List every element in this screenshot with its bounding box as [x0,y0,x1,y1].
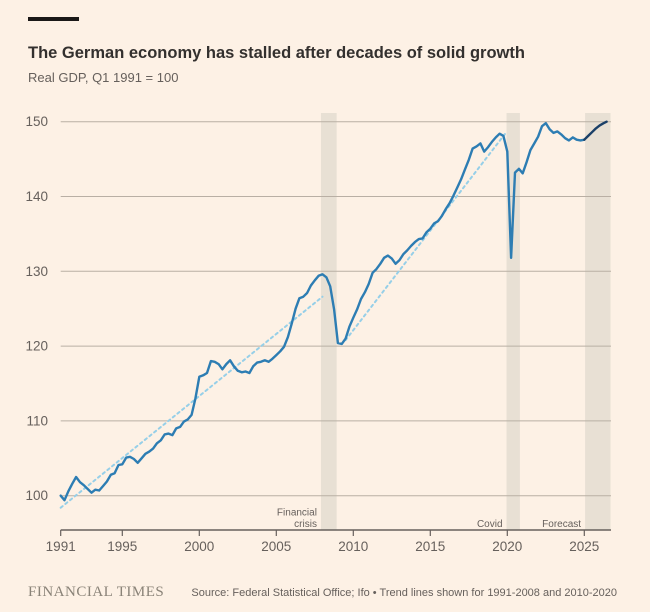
x-tick-label: 1991 [46,539,76,554]
x-tick-label: 2025 [569,539,599,554]
financial-times-logo: FINANCIAL TIMES [28,584,165,600]
band-forecast [585,113,611,530]
series-trend-2010-2020 [344,131,507,342]
y-tick-label: 150 [25,114,48,129]
chart-subtitle: Real GDP, Q1 1991 = 100 [28,70,179,85]
y-tick-label: 100 [25,488,48,503]
y-tick-label: 110 [26,413,48,428]
annotation-financial-crisis: crisis [294,519,317,530]
series-real-gdp-forecast [583,120,608,141]
annotation-financial-crisis: Financial [277,508,317,519]
top-accent-bar [28,17,79,21]
x-tick-label: 2010 [338,539,368,554]
y-tick-label: 140 [25,189,48,204]
annotation-forecast: Forecast [542,519,581,530]
series-real-gdp [59,121,586,502]
x-tick-label: 2000 [184,539,214,554]
series-trend-1991-2008 [59,295,324,509]
annotation-covid: Covid [477,519,503,530]
x-tick-label: 2015 [415,539,445,554]
y-tick-label: 120 [25,339,48,354]
x-tick-label: 2005 [261,539,291,554]
x-tick-label: 1995 [107,539,137,554]
y-tick-label: 130 [25,264,48,279]
x-tick-label: 2020 [492,539,522,554]
chart-title: The German economy has stalled after dec… [28,44,525,63]
band-financial-crisis [320,113,337,530]
source-note: Source: Federal Statistical Office; Ifo … [191,587,617,599]
